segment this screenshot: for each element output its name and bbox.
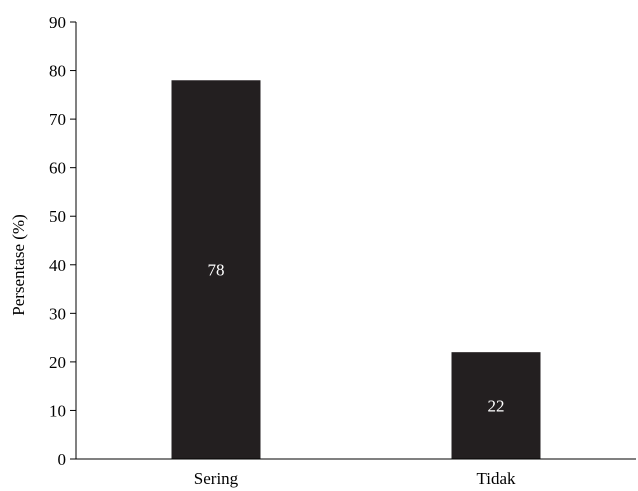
x-category-label: Tidak (476, 469, 516, 488)
y-tick-label: 70 (49, 110, 66, 129)
y-tick-label: 0 (58, 450, 67, 469)
y-tick-label: 80 (49, 62, 66, 81)
y-tick-label: 10 (49, 401, 66, 420)
data-label-tidak: 22 (488, 397, 505, 416)
y-axis-title: Persentase (%) (9, 214, 28, 316)
data-label-sering: 78 (208, 261, 225, 280)
y-ticks-layer: 0 10 20 30 40 50 60 70 80 90 (49, 13, 76, 469)
y-tick-label: 50 (49, 207, 66, 226)
bar-sering (171, 80, 261, 460)
y-tick-label: 60 (49, 159, 66, 178)
y-tick-label: 30 (49, 304, 66, 323)
y-tick-label: 40 (49, 256, 66, 275)
data-labels-layer: 78 22 (208, 261, 505, 416)
x-categories-layer: Sering Tidak (194, 469, 516, 488)
bar-tidak (451, 352, 541, 459)
x-category-label: Sering (194, 469, 239, 488)
bars-layer (171, 80, 541, 460)
y-tick-label: 20 (49, 353, 66, 372)
y-tick-label: 90 (49, 13, 66, 32)
